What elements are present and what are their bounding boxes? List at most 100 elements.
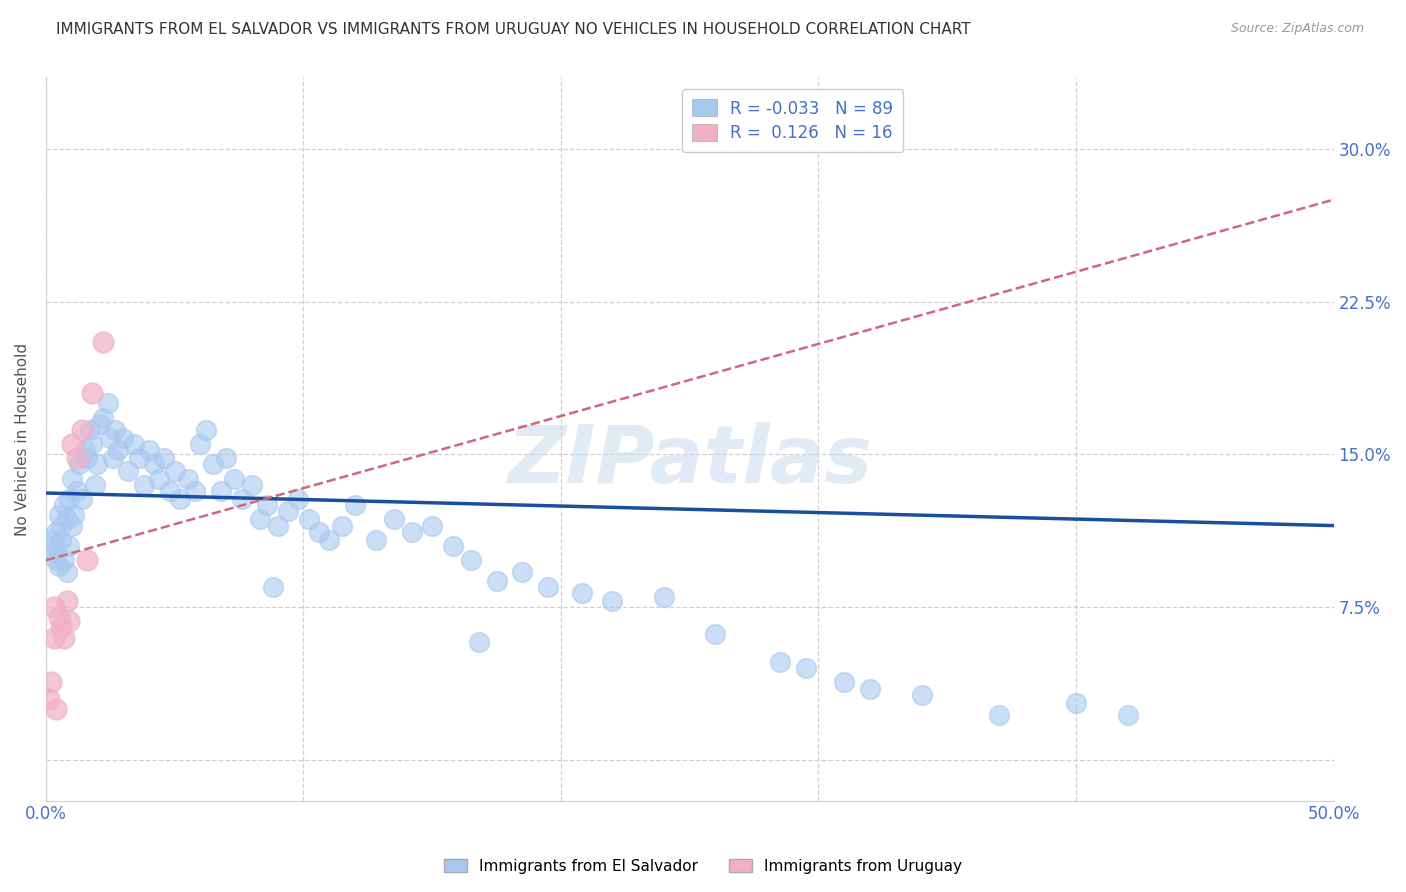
Point — [89, 417, 111, 431]
Text: ZIPatlas: ZIPatlas — [508, 422, 872, 500]
Point — [60, 437, 83, 451]
Point — [48, 610, 70, 624]
Point — [86, 458, 108, 472]
Point — [83, 478, 105, 492]
Point — [98, 431, 121, 445]
Point — [79, 423, 101, 437]
Point — [318, 533, 340, 547]
Point — [209, 483, 232, 498]
Point — [602, 594, 624, 608]
Point — [537, 580, 560, 594]
Point — [38, 691, 60, 706]
Point — [42, 600, 65, 615]
Point — [485, 574, 508, 588]
Y-axis label: No Vehicles in Household: No Vehicles in Household — [15, 343, 30, 535]
Point — [249, 512, 271, 526]
Point — [1064, 696, 1087, 710]
Point — [215, 451, 238, 466]
Point — [987, 708, 1010, 723]
Point — [45, 553, 67, 567]
Point — [101, 451, 124, 466]
Point — [58, 539, 80, 553]
Point — [382, 512, 405, 526]
Point — [53, 553, 76, 567]
Point — [60, 518, 83, 533]
Point — [769, 655, 792, 669]
Point — [73, 443, 96, 458]
Point — [571, 586, 593, 600]
Point — [55, 594, 77, 608]
Point — [128, 451, 150, 466]
Point — [194, 423, 217, 437]
Point — [308, 524, 330, 539]
Point — [460, 553, 482, 567]
Point — [277, 504, 299, 518]
Point — [231, 492, 253, 507]
Point — [66, 451, 89, 466]
Point — [91, 335, 114, 350]
Point — [169, 492, 191, 507]
Point — [70, 492, 93, 507]
Point — [1116, 708, 1139, 723]
Point — [112, 431, 135, 445]
Point — [401, 524, 423, 539]
Point — [42, 545, 65, 559]
Point — [82, 386, 104, 401]
Point — [420, 518, 443, 533]
Point — [794, 661, 817, 675]
Point — [184, 483, 207, 498]
Point — [51, 620, 73, 634]
Legend: Immigrants from El Salvador, Immigrants from Uruguay: Immigrants from El Salvador, Immigrants … — [439, 853, 967, 880]
Point — [48, 559, 70, 574]
Legend: R = -0.033   N = 89, R =  0.126   N = 16: R = -0.033 N = 89, R = 0.126 N = 16 — [682, 89, 904, 153]
Point — [55, 512, 77, 526]
Point — [39, 675, 62, 690]
Point — [48, 508, 70, 523]
Point — [58, 615, 80, 629]
Point — [222, 472, 245, 486]
Point — [53, 631, 76, 645]
Point — [51, 533, 73, 547]
Point — [138, 443, 160, 458]
Point — [364, 533, 387, 547]
Point — [652, 590, 675, 604]
Point — [122, 437, 145, 451]
Point — [512, 566, 534, 580]
Point — [859, 681, 882, 696]
Point — [53, 498, 76, 512]
Point — [153, 451, 176, 466]
Point — [163, 464, 186, 478]
Point — [45, 702, 67, 716]
Text: IMMIGRANTS FROM EL SALVADOR VS IMMIGRANTS FROM URUGUAY NO VEHICLES IN HOUSEHOLD : IMMIGRANTS FROM EL SALVADOR VS IMMIGRANT… — [56, 22, 972, 37]
Point — [298, 512, 321, 526]
Point — [202, 458, 225, 472]
Point — [42, 539, 65, 553]
Point — [45, 524, 67, 539]
Point — [107, 443, 129, 458]
Point — [910, 688, 932, 702]
Point — [267, 518, 290, 533]
Point — [82, 437, 104, 451]
Point — [262, 580, 284, 594]
Point — [91, 410, 114, 425]
Point — [467, 634, 489, 648]
Point — [63, 508, 86, 523]
Point — [51, 518, 73, 533]
Point — [143, 458, 166, 472]
Point — [42, 631, 65, 645]
Point — [176, 472, 198, 486]
Point — [441, 539, 464, 553]
Point — [58, 492, 80, 507]
Point — [66, 483, 89, 498]
Point — [39, 533, 62, 547]
Point — [159, 483, 181, 498]
Point — [60, 472, 83, 486]
Text: Source: ZipAtlas.com: Source: ZipAtlas.com — [1230, 22, 1364, 36]
Point — [148, 472, 170, 486]
Point — [240, 478, 263, 492]
Point — [190, 437, 212, 451]
Point — [343, 498, 366, 512]
Point — [55, 566, 77, 580]
Point — [76, 451, 98, 466]
Point — [70, 423, 93, 437]
